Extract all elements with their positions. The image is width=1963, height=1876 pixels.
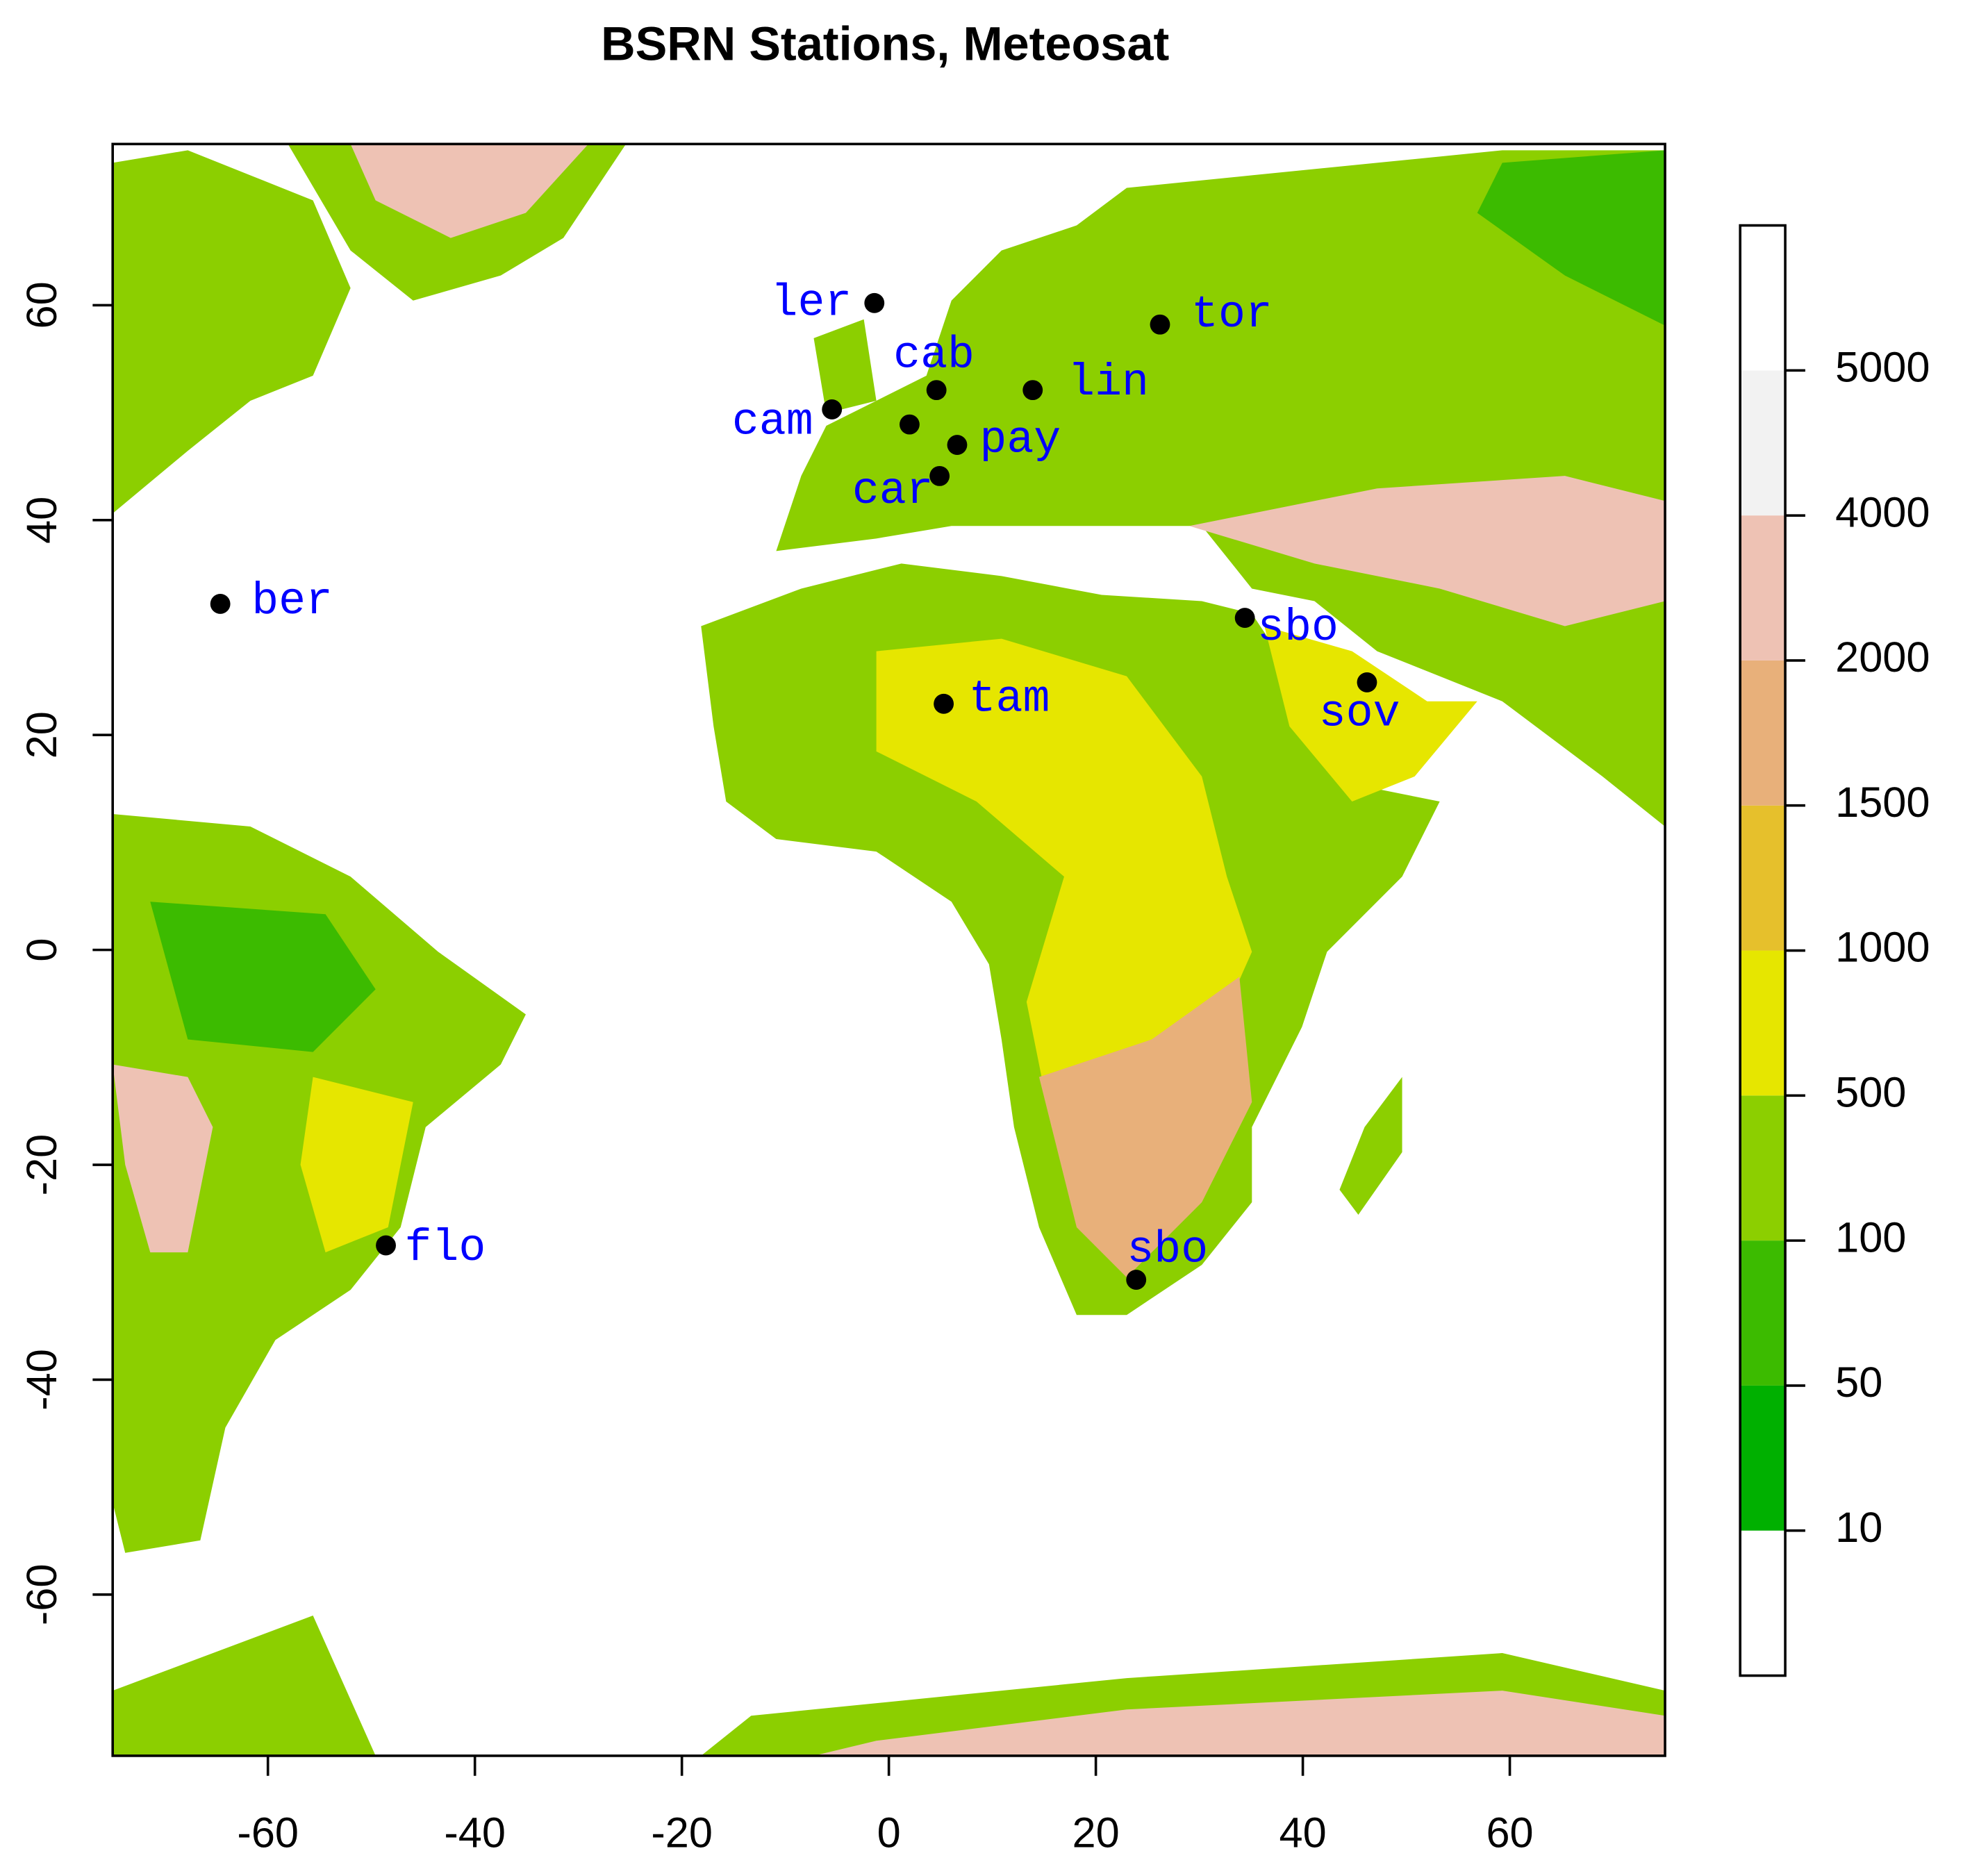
colorbar-band	[1740, 1385, 1786, 1531]
north-america	[113, 150, 351, 514]
station-point	[210, 594, 231, 614]
x-tick-label: 40	[1279, 1809, 1327, 1856]
y-tick-label: -60	[18, 1564, 65, 1626]
greenland-ice	[350, 144, 589, 238]
y-tick-label: -20	[18, 1134, 65, 1196]
iran-plateau	[1189, 476, 1666, 626]
x-tick-label: -40	[444, 1809, 506, 1856]
station-point	[1022, 380, 1043, 401]
station-label: cab	[893, 330, 975, 381]
station-point	[929, 465, 950, 486]
colorbar-tick-label: 5000	[1835, 344, 1930, 391]
colorbar-band	[1740, 370, 1786, 516]
southern-africa	[1038, 977, 1252, 1278]
colorbar-tick-label: 500	[1835, 1069, 1906, 1116]
eurasia	[776, 150, 1666, 827]
station-point	[1234, 608, 1255, 629]
colorbar-tick-label: 1000	[1835, 924, 1930, 971]
station-point	[926, 380, 947, 401]
antarctica-ice	[813, 1691, 1666, 1756]
britain	[813, 319, 877, 414]
colorbar-band	[1740, 1240, 1786, 1386]
station-point	[934, 693, 954, 714]
station-label: pay	[979, 415, 1061, 465]
station-label: ler	[771, 278, 852, 329]
station-label: flo	[405, 1223, 486, 1274]
station-point	[822, 399, 843, 420]
colorbar-tick-label: 4000	[1835, 488, 1930, 536]
colorbar-band	[1740, 1095, 1786, 1241]
colorbar-tick-label: 1500	[1835, 779, 1930, 826]
brazil-plateau	[300, 1077, 413, 1253]
station-label: sbo	[1127, 1225, 1208, 1275]
colorbar-band	[1740, 950, 1786, 1096]
y-tick-label: -40	[18, 1349, 65, 1411]
station-point	[1150, 314, 1170, 335]
station-label: sbo	[1257, 603, 1339, 654]
station-point	[1357, 672, 1377, 692]
station-label: sov	[1319, 689, 1400, 740]
x-tick-label: -20	[651, 1809, 713, 1856]
station-label: tam	[969, 674, 1050, 724]
station-point	[376, 1235, 396, 1256]
y-tick-label: 40	[18, 497, 65, 544]
siberia	[1477, 150, 1666, 326]
colorbar-tick-label: 100	[1835, 1213, 1906, 1261]
x-tick-label: -60	[237, 1809, 299, 1856]
land	[113, 144, 1666, 1756]
x-tick-label: 60	[1486, 1809, 1533, 1856]
colorbar-tick-label: 50	[1835, 1359, 1882, 1406]
colorbar-tick-label: 2000	[1835, 633, 1930, 681]
colorbar-band	[1740, 805, 1786, 951]
station-label: car	[852, 466, 934, 517]
chart-title: BSRN Stations, Meteosat	[601, 17, 1169, 71]
y-tick-label: 0	[18, 938, 65, 962]
colorbar-band	[1740, 660, 1786, 806]
station-point	[947, 435, 968, 455]
y-tick-label: 20	[18, 711, 65, 758]
x-tick-label: 0	[877, 1809, 901, 1856]
colorbar-band	[1740, 1530, 1786, 1676]
station-label: cam	[732, 397, 813, 448]
colorbar-tick-label: 10	[1835, 1504, 1882, 1551]
colorbar-band	[1740, 515, 1786, 661]
station-point	[900, 414, 920, 435]
antarctica-west	[113, 1615, 376, 1756]
andes	[113, 1064, 213, 1253]
station-label: tor	[1191, 290, 1273, 340]
madagascar	[1339, 1077, 1402, 1215]
arabia	[1264, 626, 1477, 802]
colorbar-band	[1740, 225, 1786, 371]
y-tick-label: 60	[18, 281, 65, 329]
station-point	[1126, 1270, 1147, 1290]
station-label: lin	[1068, 358, 1149, 408]
station-point	[864, 292, 885, 313]
amazon	[150, 902, 376, 1052]
station-label: ber	[251, 576, 333, 627]
x-tick-label: 20	[1072, 1809, 1120, 1856]
